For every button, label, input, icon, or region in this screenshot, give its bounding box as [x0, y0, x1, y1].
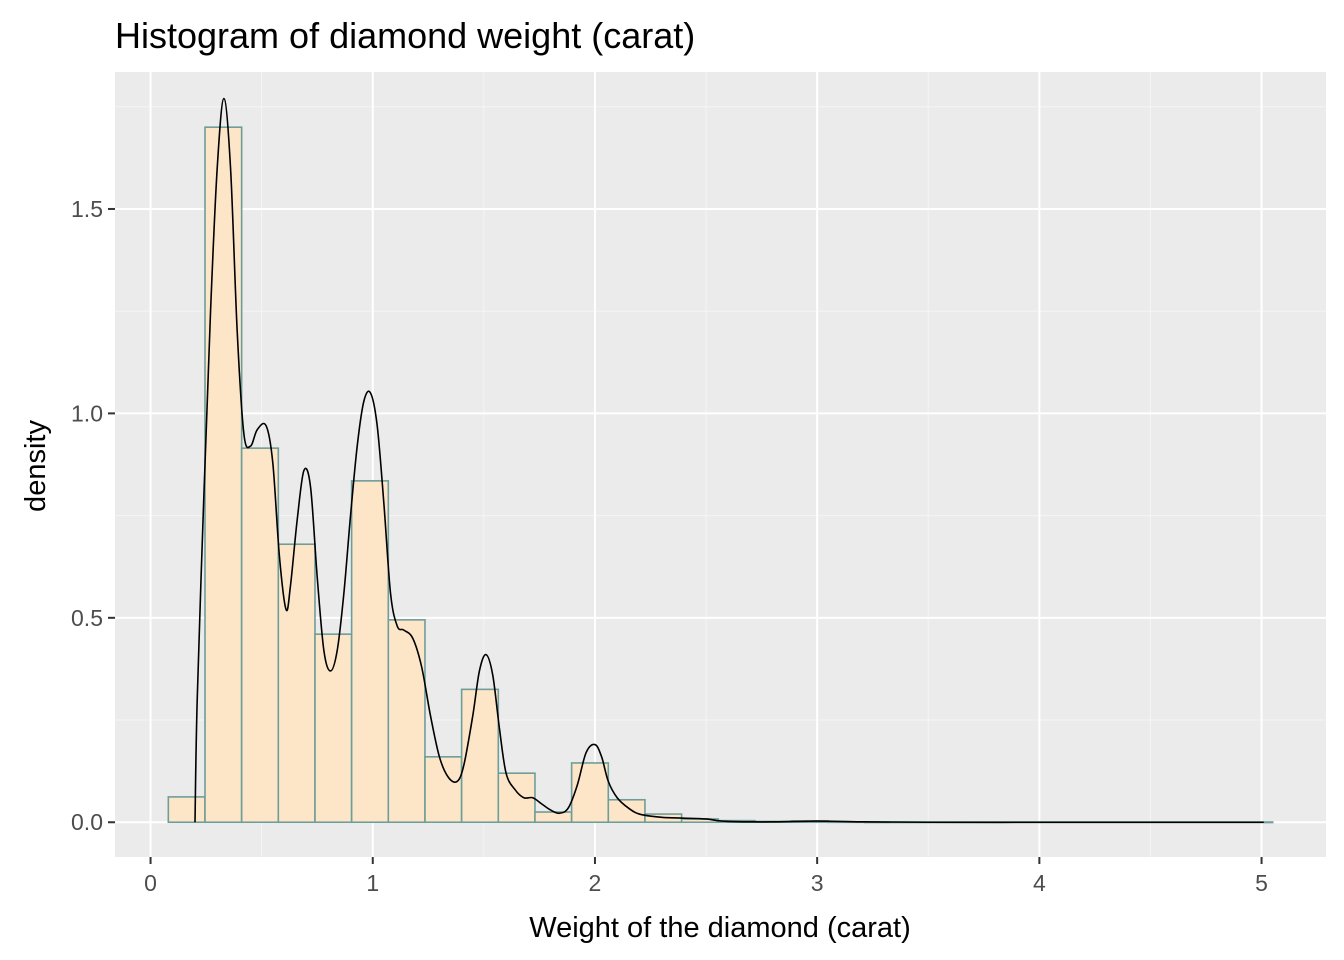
density-curve [194, 97, 1264, 824]
histogram-bar [277, 543, 316, 824]
x-tick-label: 0 [144, 870, 157, 896]
y-tick-label: 1.0 [71, 400, 103, 426]
x-axis: 0 1 2 3 4 5 [144, 857, 1268, 896]
y-tick-label: 0.5 [71, 605, 103, 631]
histogram-bar [570, 762, 610, 824]
histogram-bar [460, 688, 500, 824]
histogram-bar [607, 798, 646, 824]
histogram-bar [534, 811, 573, 824]
y-tick-label: 1.5 [71, 196, 103, 222]
y-axis-title: density [20, 420, 52, 512]
x-tick-label: 2 [589, 870, 602, 896]
histogram-bar [387, 619, 426, 824]
chart-title: Histogram of diamond weight (carat) [115, 15, 695, 56]
x-tick-label: 1 [366, 870, 379, 896]
y-tick-label: 0.0 [71, 809, 103, 835]
histogram-bar [350, 480, 390, 824]
histogram-bar [167, 796, 206, 824]
x-tick-label: 5 [1255, 870, 1268, 896]
x-axis-title: Weight of the diamond (carat) [529, 912, 911, 944]
histogram-bar [204, 126, 243, 824]
histogram-bar [240, 447, 280, 824]
y-axis: 0.0 0.5 1.0 1.5 [71, 196, 115, 835]
x-tick-label: 4 [1033, 870, 1046, 896]
minor-gridlines [115, 72, 1326, 857]
x-tick-label: 3 [811, 870, 824, 896]
histogram-bar [314, 633, 353, 824]
